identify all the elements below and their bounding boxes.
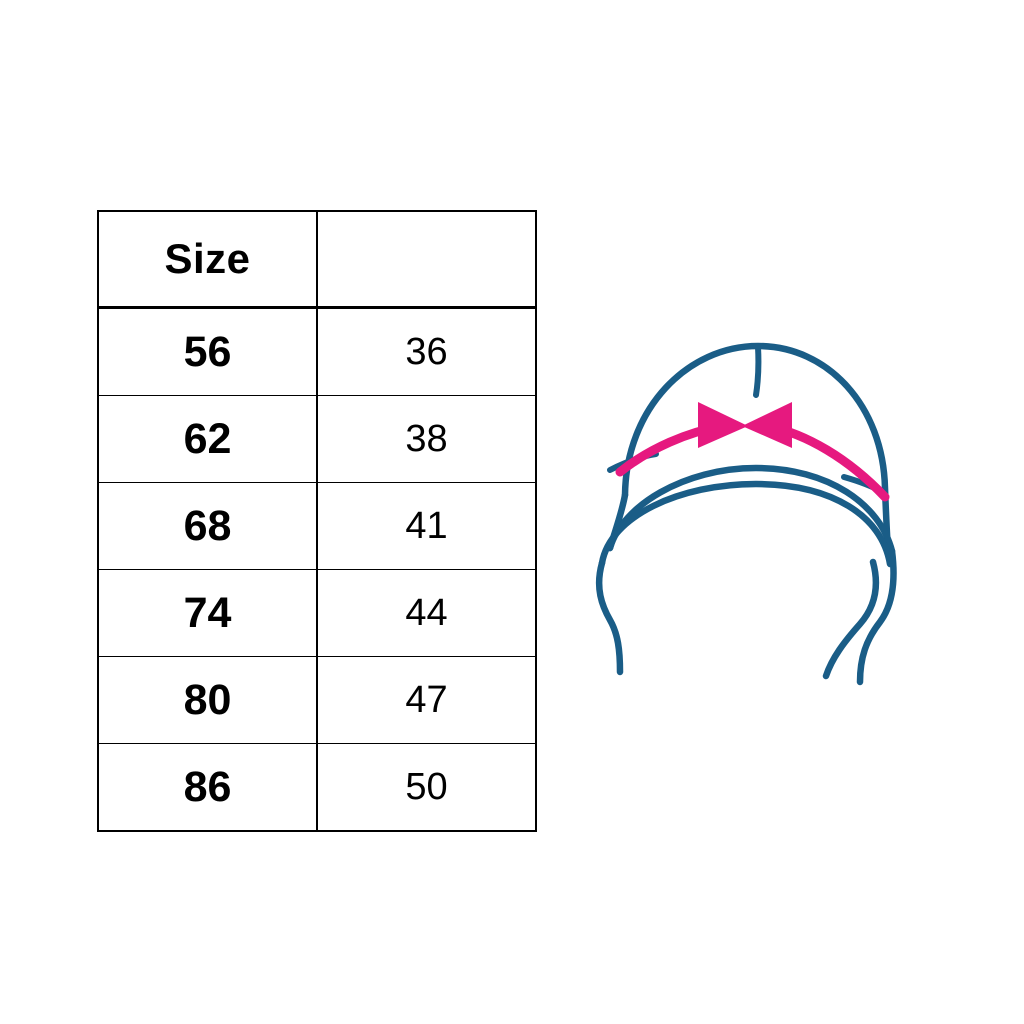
hat-dome-icon — [621, 342, 892, 556]
size-value: 80 — [183, 675, 232, 724]
measurement-arrow-left-head-icon — [698, 402, 748, 448]
baby-hat-diagram — [580, 320, 940, 710]
size-value: 56 — [183, 327, 232, 376]
size-chart-table: Size 56 36 62 38 68 — [97, 210, 537, 832]
measurement-arrow-right-head-icon — [742, 402, 792, 448]
size-cell: 68 — [98, 482, 318, 570]
header-cell-size: Size — [98, 211, 318, 309]
table-row: 56 36 — [98, 307, 536, 396]
size-column-title: Size — [164, 235, 251, 282]
measurement-cell: 47 — [317, 656, 536, 744]
measurement-value: 38 — [405, 418, 448, 460]
size-cell: 86 — [98, 743, 318, 831]
measurement-value: 41 — [405, 505, 448, 547]
hat-brim-lower-edge-icon — [598, 480, 894, 568]
measurement-value: 36 — [405, 331, 448, 373]
table-row: 80 47 — [98, 656, 536, 744]
table-row: 74 44 — [98, 569, 536, 657]
size-value: 68 — [183, 501, 232, 550]
table-row: 68 41 — [98, 482, 536, 570]
table-row: 62 38 — [98, 395, 536, 483]
measurement-value: 50 — [405, 766, 448, 808]
measurement-value: 44 — [405, 592, 448, 634]
size-cell: 56 — [98, 307, 318, 396]
size-cell: 80 — [98, 656, 318, 744]
measurement-cell: 44 — [317, 569, 536, 657]
measurement-cell: 38 — [317, 395, 536, 483]
size-cell: 62 — [98, 395, 318, 483]
table-row: 86 50 — [98, 743, 536, 831]
measurement-value: 47 — [405, 679, 448, 721]
hat-tie-right-inner-icon — [822, 558, 880, 680]
hat-brim-fold-icon — [606, 464, 896, 555]
size-value: 62 — [183, 414, 232, 463]
hat-diagram-svg — [595, 342, 897, 686]
table-header-row: Size — [98, 211, 536, 309]
size-table-body: Size 56 36 62 38 68 — [98, 211, 536, 831]
size-value: 74 — [183, 588, 232, 637]
hat-top-seam-icon — [753, 344, 762, 398]
size-cell: 74 — [98, 569, 318, 657]
size-value: 86 — [183, 762, 232, 811]
measurement-cell: 41 — [317, 482, 536, 570]
hat-tie-left-icon — [595, 559, 624, 676]
measurement-cell: 36 — [317, 307, 536, 396]
hat-tie-right-icon — [856, 547, 897, 686]
header-cell-measurement — [317, 211, 536, 309]
measurement-cell: 50 — [317, 743, 536, 831]
